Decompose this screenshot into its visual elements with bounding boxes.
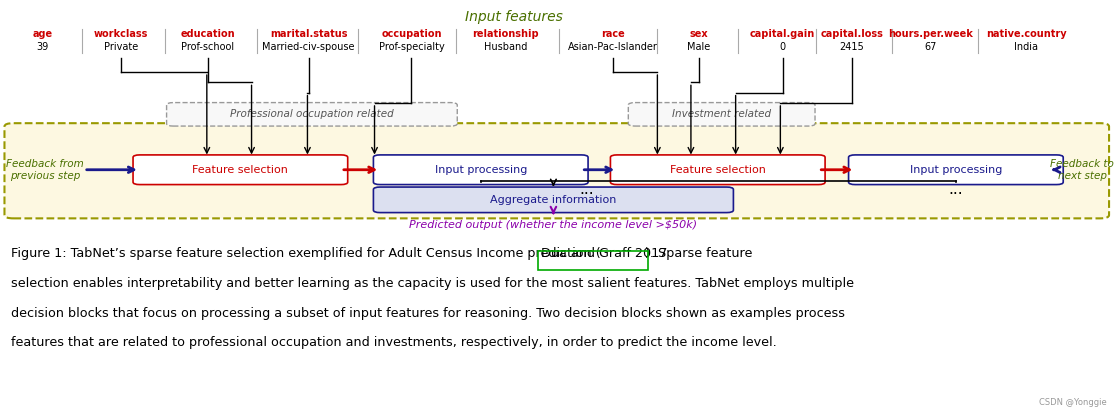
Text: Feedback from
previous step: Feedback from previous step [6, 159, 84, 180]
Text: Figure 1: TabNet’s sparse feature selection exemplified for Adult Census Income : Figure 1: TabNet’s sparse feature select… [11, 247, 601, 260]
Text: India: India [1014, 42, 1039, 52]
FancyBboxPatch shape [628, 103, 815, 126]
Text: ). Sparse feature: ). Sparse feature [644, 247, 752, 260]
Text: capital.gain: capital.gain [750, 29, 815, 39]
Text: Aggregate information: Aggregate information [490, 195, 617, 205]
Text: 67: 67 [923, 42, 937, 52]
Text: capital.loss: capital.loss [821, 29, 883, 39]
Text: Feedback to
next step: Feedback to next step [1050, 159, 1115, 180]
Text: relationship: relationship [472, 29, 539, 39]
Text: CSDN @Yonggie: CSDN @Yonggie [1039, 398, 1107, 407]
Text: Married-civ-spouse: Married-civ-spouse [263, 42, 354, 52]
Text: Prof-specialty: Prof-specialty [379, 42, 444, 52]
Text: native.country: native.country [986, 29, 1067, 39]
Text: Input processing: Input processing [910, 165, 1002, 175]
Text: sex: sex [690, 29, 708, 39]
FancyBboxPatch shape [167, 103, 457, 126]
Text: Professional occupation related: Professional occupation related [230, 109, 394, 119]
Text: ...: ... [948, 182, 964, 197]
Text: Input processing: Input processing [435, 165, 527, 175]
Text: age: age [32, 29, 53, 39]
Text: Feature selection: Feature selection [670, 165, 766, 175]
Text: selection enables interpretability and better learning as the capacity is used f: selection enables interpretability and b… [11, 277, 854, 290]
Text: education: education [181, 29, 235, 39]
Text: hours.per.week: hours.per.week [888, 29, 973, 39]
Text: 2415: 2415 [840, 42, 864, 52]
Text: occupation: occupation [381, 29, 442, 39]
Text: 0: 0 [779, 42, 786, 52]
FancyBboxPatch shape [849, 155, 1063, 185]
Text: ...: ... [579, 182, 595, 197]
Text: Asian-Pac-Islander: Asian-Pac-Islander [568, 42, 657, 52]
Text: Predicted output (whether the income level >$50k): Predicted output (whether the income lev… [409, 220, 698, 230]
Text: workclass: workclass [94, 29, 148, 39]
Text: Private: Private [104, 42, 138, 52]
Text: Husband: Husband [484, 42, 527, 52]
Text: 39: 39 [37, 42, 48, 52]
FancyBboxPatch shape [610, 155, 825, 185]
Text: features that are related to professional occupation and investments, respective: features that are related to professiona… [11, 336, 777, 349]
Text: Prof-school: Prof-school [181, 42, 235, 52]
Text: Input features: Input features [465, 10, 563, 24]
Text: decision blocks that focus on processing a subset of input features for reasonin: decision blocks that focus on processing… [11, 307, 845, 320]
Text: Feature selection: Feature selection [192, 165, 288, 175]
FancyBboxPatch shape [373, 155, 588, 185]
FancyBboxPatch shape [373, 187, 733, 213]
Text: Male: Male [688, 42, 710, 52]
FancyBboxPatch shape [4, 123, 1109, 218]
Text: Dua and Graff 2017: Dua and Graff 2017 [541, 247, 667, 260]
FancyBboxPatch shape [133, 155, 348, 185]
Text: race: race [600, 29, 625, 39]
Text: Investment related: Investment related [672, 109, 771, 119]
Text: marital.status: marital.status [269, 29, 348, 39]
